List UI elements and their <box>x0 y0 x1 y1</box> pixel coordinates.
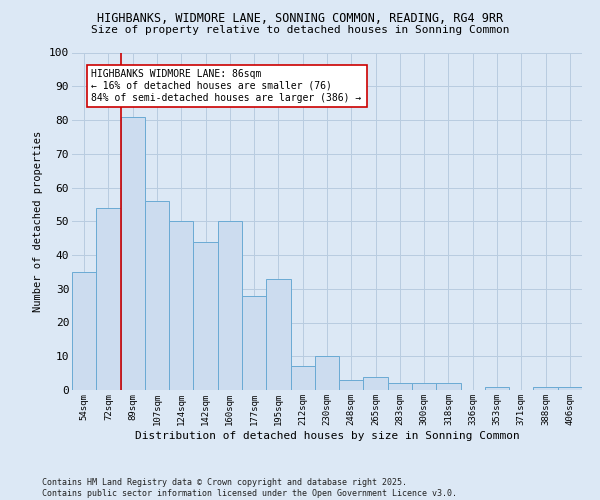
Bar <box>193 242 218 390</box>
Text: HIGHBANKS WIDMORE LANE: 86sqm
← 16% of detached houses are smaller (76)
84% of s: HIGHBANKS WIDMORE LANE: 86sqm ← 16% of d… <box>91 70 362 102</box>
Bar <box>339 380 364 390</box>
Y-axis label: Number of detached properties: Number of detached properties <box>34 130 43 312</box>
Bar <box>436 383 461 390</box>
X-axis label: Distribution of detached houses by size in Sonning Common: Distribution of detached houses by size … <box>134 430 520 440</box>
Bar <box>364 376 388 390</box>
Bar <box>412 383 436 390</box>
Bar <box>533 386 558 390</box>
Text: Contains HM Land Registry data © Crown copyright and database right 2025.
Contai: Contains HM Land Registry data © Crown c… <box>42 478 457 498</box>
Bar <box>96 208 121 390</box>
Bar <box>290 366 315 390</box>
Bar <box>485 386 509 390</box>
Bar <box>145 201 169 390</box>
Bar <box>169 221 193 390</box>
Bar <box>72 272 96 390</box>
Bar <box>388 383 412 390</box>
Text: Size of property relative to detached houses in Sonning Common: Size of property relative to detached ho… <box>91 25 509 35</box>
Bar <box>558 386 582 390</box>
Bar <box>121 116 145 390</box>
Text: HIGHBANKS, WIDMORE LANE, SONNING COMMON, READING, RG4 9RR: HIGHBANKS, WIDMORE LANE, SONNING COMMON,… <box>97 12 503 26</box>
Bar <box>242 296 266 390</box>
Bar <box>315 356 339 390</box>
Bar <box>218 221 242 390</box>
Bar <box>266 278 290 390</box>
